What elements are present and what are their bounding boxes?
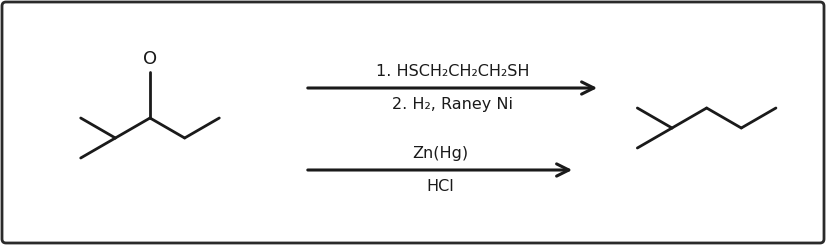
Text: 2. H₂, Raney Ni: 2. H₂, Raney Ni bbox=[392, 97, 513, 112]
Text: O: O bbox=[143, 50, 157, 68]
FancyBboxPatch shape bbox=[2, 2, 824, 243]
Text: 1. HSCH₂CH₂CH₂SH: 1. HSCH₂CH₂CH₂SH bbox=[376, 64, 529, 79]
Text: Zn(Hg): Zn(Hg) bbox=[412, 146, 468, 161]
Text: HCl: HCl bbox=[426, 179, 453, 194]
